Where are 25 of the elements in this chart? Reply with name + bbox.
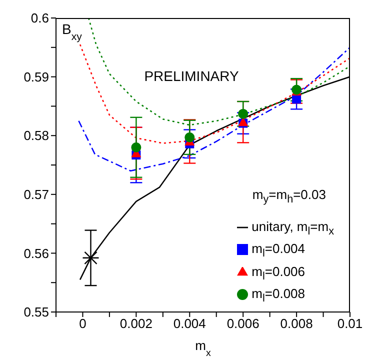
legend-label: m$_{l}$=0.004 — [252, 241, 306, 260]
x-tick-label: 0.004 — [173, 316, 206, 332]
y-tick-label: 0.55 — [24, 304, 49, 320]
legend-label: unitary, m$_{l}$=m$_{x}$ — [252, 218, 334, 238]
y-tick-label: 0.59 — [24, 69, 49, 84]
legend-title: m$_{y}$=m$_{h}$=0.03 — [252, 187, 326, 206]
line-series — [78, 46, 350, 172]
y-tick-label: 0.6 — [30, 10, 49, 26]
x-tick-label: 0.008 — [280, 316, 313, 332]
x-axis-title: m$_{x}$ — [195, 338, 211, 358]
x-tick-label: 0.01 — [337, 316, 363, 332]
x-tick-label: 0.006 — [226, 316, 260, 332]
x-tick-label: 0.002 — [120, 316, 152, 332]
point — [82, 251, 100, 265]
y-tick-label: 0.56 — [24, 246, 49, 261]
point — [131, 142, 142, 152]
y-tick-label: 0.57 — [24, 187, 49, 202]
point — [184, 132, 195, 142]
y-tick-label: 0.58 — [24, 128, 49, 144]
legend-label: m$_{l}$=0.006 — [252, 264, 306, 282]
point — [238, 108, 248, 119]
annotation: PRELIMINARY — [144, 68, 239, 84]
legend-label: m$_{l}$=0.008 — [252, 286, 306, 305]
x-tick-label: 0 — [79, 316, 86, 332]
y-axis-title: B$_{xy}$ — [62, 21, 83, 43]
